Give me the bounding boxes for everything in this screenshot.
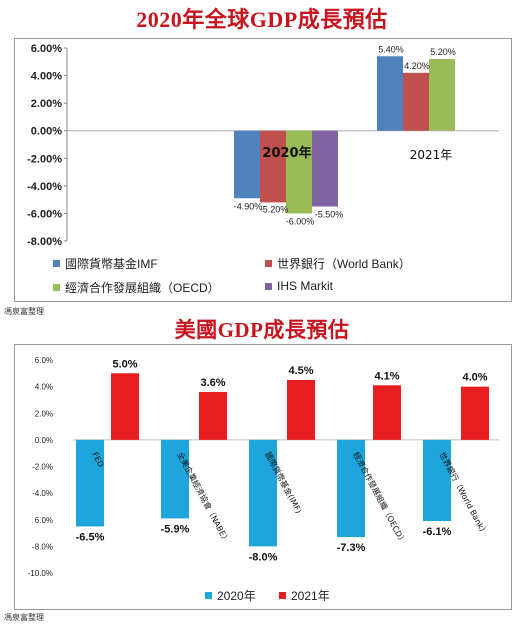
legend-swatch-worldbank	[265, 260, 272, 267]
legend-item-worldbank: 世界銀行（World Bank）	[265, 255, 411, 272]
us-chart-credit: 馮泉富整理	[4, 612, 44, 623]
category-label: 2021年	[410, 148, 453, 162]
y-tick-label: -8.0%	[32, 542, 53, 551]
y-tick-label: -4.0%	[32, 489, 53, 498]
y-tick-label: 2.00%	[31, 98, 62, 110]
y-tick-label: -2.00%	[27, 153, 62, 165]
us-chart-svg: 6.0% 4.0% 2.0% 0.0% -2.0% -4.0% 6.0% -8.0% -10.0…	[15, 345, 511, 609]
data-label-2021: 4.5%	[288, 365, 313, 377]
legend-label-2020: 2020年	[217, 587, 256, 604]
y-tick-label: 6.0%	[35, 356, 53, 365]
y-tick-label: -6.00%	[27, 208, 62, 220]
global-chart-title: 2020年全球GDP成長預估	[0, 2, 524, 34]
data-label-2020: -7.3%	[337, 542, 366, 554]
legend-label-2021: 2021年	[291, 587, 330, 604]
legend-swatch-2020	[205, 592, 212, 599]
data-label-2021: 4.0%	[462, 372, 487, 384]
y-tick-label: -8.00%	[27, 236, 62, 248]
data-label: -4.90%	[234, 201, 263, 211]
legend-label-ihs: IHS Markit	[277, 279, 333, 293]
legend-label-imf: 國際貨幣基金IMF	[65, 255, 158, 272]
data-label-2021: 3.6%	[200, 377, 225, 389]
y-tick-label: 6.0%	[35, 516, 53, 525]
y-tick-label: 0.00%	[31, 126, 62, 138]
bar	[429, 59, 455, 131]
data-label-2020: -5.9%	[161, 523, 190, 535]
data-label: 5.40%	[378, 44, 404, 54]
data-label: -5.50%	[315, 210, 344, 220]
legend-label-worldbank: 世界銀行（World Bank）	[277, 255, 411, 272]
y-tick-label: 4.00%	[31, 71, 62, 83]
y-tick-label: -4.00%	[27, 181, 62, 193]
data-label: 4.20%	[404, 61, 430, 71]
bar-2021	[199, 392, 227, 440]
legend-swatch-2021	[279, 592, 286, 599]
bar-2021	[287, 380, 315, 440]
bar	[403, 73, 429, 131]
y-tick-label: 0.0%	[35, 436, 53, 445]
bar-2021	[461, 387, 489, 440]
bar	[312, 131, 338, 207]
us-chart-title: 美國GDP成長預估	[0, 314, 524, 344]
y-tick-label: 6.00%	[31, 43, 62, 55]
legend-label-oecd: 經濟合作發展組織（OECD）	[65, 279, 220, 296]
legend-swatch-ihs	[265, 283, 272, 290]
legend-item-2021: 2021年	[279, 587, 330, 604]
y-tick-label: -2.0%	[32, 463, 53, 472]
data-label-2020: -6.5%	[76, 531, 105, 543]
data-label-2021: 4.1%	[374, 370, 399, 382]
data-label-2020: -8.0%	[249, 551, 278, 563]
data-label: 5.20%	[430, 47, 456, 57]
category-label: 2020年	[262, 145, 311, 161]
bar	[286, 131, 312, 214]
y-tick-label: 4.0%	[35, 383, 53, 392]
bar-2021	[373, 385, 401, 440]
y-tick-label: 2.0%	[35, 409, 53, 418]
legend-item-2020: 2020年	[205, 587, 256, 604]
bar	[234, 131, 260, 199]
legend-swatch-imf	[53, 260, 60, 267]
bar-2021	[111, 373, 139, 440]
y-tick-label: -10.0%	[28, 569, 53, 578]
global-chart-panel: 6.00% 4.00% 2.00% 0.00% -2.00% -4.00% -6.00% -8…	[14, 38, 512, 302]
bar	[260, 131, 286, 203]
us-chart-panel: 6.0% 4.0% 2.0% 0.0% -2.0% -4.0% 6.0% -8.0% -10.0…	[14, 344, 512, 610]
bar	[377, 56, 403, 130]
data-label: -6.00%	[286, 216, 315, 226]
legend-item-oecd: 經濟合作發展組織（OECD）	[53, 279, 220, 296]
data-label: -5.20%	[260, 204, 289, 214]
legend-item-imf: 國際貨幣基金IMF	[53, 255, 158, 272]
legend-item-ihs: IHS Markit	[265, 279, 333, 293]
data-label-2021: 5.0%	[112, 358, 137, 370]
data-label-2020: -6.1%	[423, 526, 452, 538]
legend-swatch-oecd	[53, 284, 60, 291]
